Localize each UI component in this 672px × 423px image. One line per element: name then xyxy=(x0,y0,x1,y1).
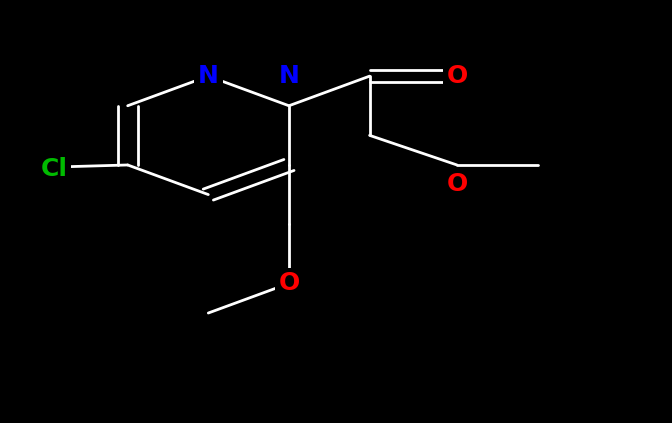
Text: Cl: Cl xyxy=(40,157,67,181)
Text: N: N xyxy=(278,64,300,88)
Text: O: O xyxy=(446,64,468,88)
Text: O: O xyxy=(446,172,468,196)
Text: O: O xyxy=(278,272,300,295)
Text: N: N xyxy=(198,64,219,88)
